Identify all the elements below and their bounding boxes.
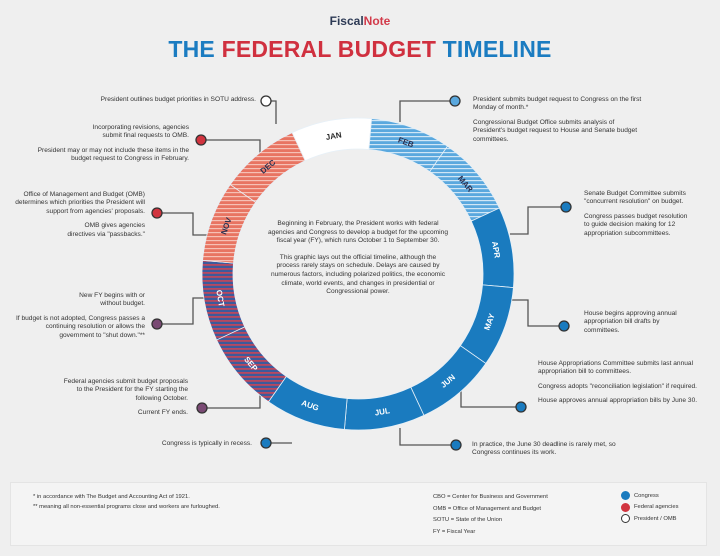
legend-federal-agencies: Federal agencies xyxy=(621,502,678,514)
dot-apr-congress xyxy=(560,201,572,213)
callout-text: Congress is typically in recess. xyxy=(161,440,252,447)
callout-text: Federal agencies submit budget proposals… xyxy=(63,378,188,402)
connector-feb xyxy=(399,100,455,122)
dot-oct-mixed xyxy=(151,318,163,330)
callout-jun: House Appropriations Committee submits l… xyxy=(538,360,703,412)
month-label-apr: APR xyxy=(490,241,502,259)
callout-nov: Office of Management and Budget (OMB) de… xyxy=(15,191,145,245)
callout-text: President may or may not include these i… xyxy=(37,146,189,163)
footnote-2: ** meaning all non-essential programs cl… xyxy=(33,504,220,510)
callout-feb: President submits budget request to Cong… xyxy=(473,96,645,150)
callout-text: Congress passes budget resolution to gui… xyxy=(584,212,688,237)
footnote-1: * in accordance with The Budget and Acco… xyxy=(33,494,190,500)
logo-part1: Fiscal xyxy=(329,14,364,28)
callout-sep: Federal agencies submit budget proposals… xyxy=(60,378,188,424)
legend-label: President / OMB xyxy=(634,515,677,522)
callout-text: Senate Budget Committee submits "concurr… xyxy=(584,190,686,206)
month-label-jan: JAN xyxy=(325,130,343,142)
callout-text: House Appropriations Committee submits l… xyxy=(538,360,694,376)
dot-aug-congress xyxy=(260,437,272,449)
month-label-oct: OCT xyxy=(214,289,226,307)
callout-text: Congressional Budget Office submits anal… xyxy=(473,118,638,143)
legend-congress: Congress xyxy=(621,490,678,502)
legend-swatch-icon xyxy=(621,491,630,501)
callout-aug: Congress is typically in recess. xyxy=(100,440,252,454)
dot-jul-congress xyxy=(450,439,462,451)
dot-jan-president xyxy=(260,95,272,107)
abbr-fy: FY = Fiscal Year xyxy=(433,528,476,535)
abbr-cbo: CBO = Center for Business and Government xyxy=(433,494,548,500)
dot-sep-mixed xyxy=(196,402,208,414)
callout-text: President submits budget request to Cong… xyxy=(473,96,642,112)
connector-may xyxy=(508,299,564,327)
dot-nov-agencies xyxy=(151,207,163,219)
legend-president-omb: President / OMB xyxy=(621,513,678,525)
footnotes: * in accordance with The Budget and Acco… xyxy=(33,492,220,512)
logo-part2: Note xyxy=(363,14,391,28)
intro-paragraph-2: This graphic lays out the official timel… xyxy=(270,253,446,296)
legend-label: Congress xyxy=(634,492,659,499)
connector-jan xyxy=(270,100,277,124)
title-part2: FEDERAL BUDGET xyxy=(221,36,443,62)
callout-text: New FY begins with or without budget. xyxy=(79,292,145,308)
intro-paragraph-1: Beginning in February, the President wor… xyxy=(268,220,448,245)
dot-dec-agencies xyxy=(195,134,207,146)
dot-feb-president xyxy=(449,95,461,107)
dot-jun-congress xyxy=(515,401,527,413)
callout-text: Office of Management and Budget (OMB) de… xyxy=(15,191,145,215)
callout-text: House approves annual appropriation bill… xyxy=(538,397,698,405)
connector-jun xyxy=(460,386,521,408)
connector-apr xyxy=(510,206,566,235)
callout-text: Current FY ends. xyxy=(137,409,188,417)
callout-text: Congress adopts "reconciliation legislat… xyxy=(538,382,697,390)
abbr-omb: OMB = Office of Management and Budget xyxy=(433,505,542,512)
callout-text: OMB gives agencies directives via "passb… xyxy=(67,222,145,238)
connector-sep xyxy=(202,388,261,409)
connector-oct xyxy=(157,297,210,325)
callout-text: In practice, the June 30 deadline is rar… xyxy=(472,441,616,457)
month-segment-dec xyxy=(229,132,306,203)
legend-label: Federal agencies xyxy=(634,504,679,511)
fiscalnote-logo: FiscalNote xyxy=(0,14,720,28)
callout-dec: Incorporating revisions, agencies submit… xyxy=(20,124,189,170)
connector-nov xyxy=(157,212,212,236)
page-title: THE FEDERAL BUDGET TIMELINE xyxy=(0,36,720,63)
legend: Congress Federal agencies President / OM… xyxy=(621,490,678,525)
callout-jan: President outlines budget priorities in … xyxy=(60,96,256,110)
abbreviations: CBO = Center for Business and Government… xyxy=(433,492,548,538)
callout-may: House begins approving annual appropriat… xyxy=(584,310,684,341)
abbr-sotu: SOTU = State of the Union xyxy=(433,517,503,523)
callout-text: House begins approving annual appropriat… xyxy=(584,310,677,334)
month-label-jul: JUL xyxy=(374,406,391,418)
title-part1: THE xyxy=(168,36,222,62)
callout-text: Incorporating revisions, agencies submit… xyxy=(92,124,189,140)
title-part3: TIMELINE xyxy=(442,36,552,62)
intro-text: Beginning in February, the President wor… xyxy=(268,220,448,305)
callout-apr: Senate Budget Committee submits "concurr… xyxy=(584,190,694,244)
dot-may-congress xyxy=(558,320,570,332)
footer: * in accordance with The Budget and Acco… xyxy=(10,482,707,546)
callout-oct: New FY begins with or without budget. If … xyxy=(15,292,145,346)
callout-text: If budget is not adopted, Congress passe… xyxy=(15,314,145,339)
legend-swatch-icon xyxy=(621,502,630,512)
connector-dec xyxy=(201,139,261,158)
connector-jul xyxy=(399,428,456,446)
legend-swatch-icon xyxy=(621,514,630,524)
callout-jul: In practice, the June 30 deadline is rar… xyxy=(472,441,627,464)
callout-text: President outlines budget priorities in … xyxy=(100,96,256,103)
